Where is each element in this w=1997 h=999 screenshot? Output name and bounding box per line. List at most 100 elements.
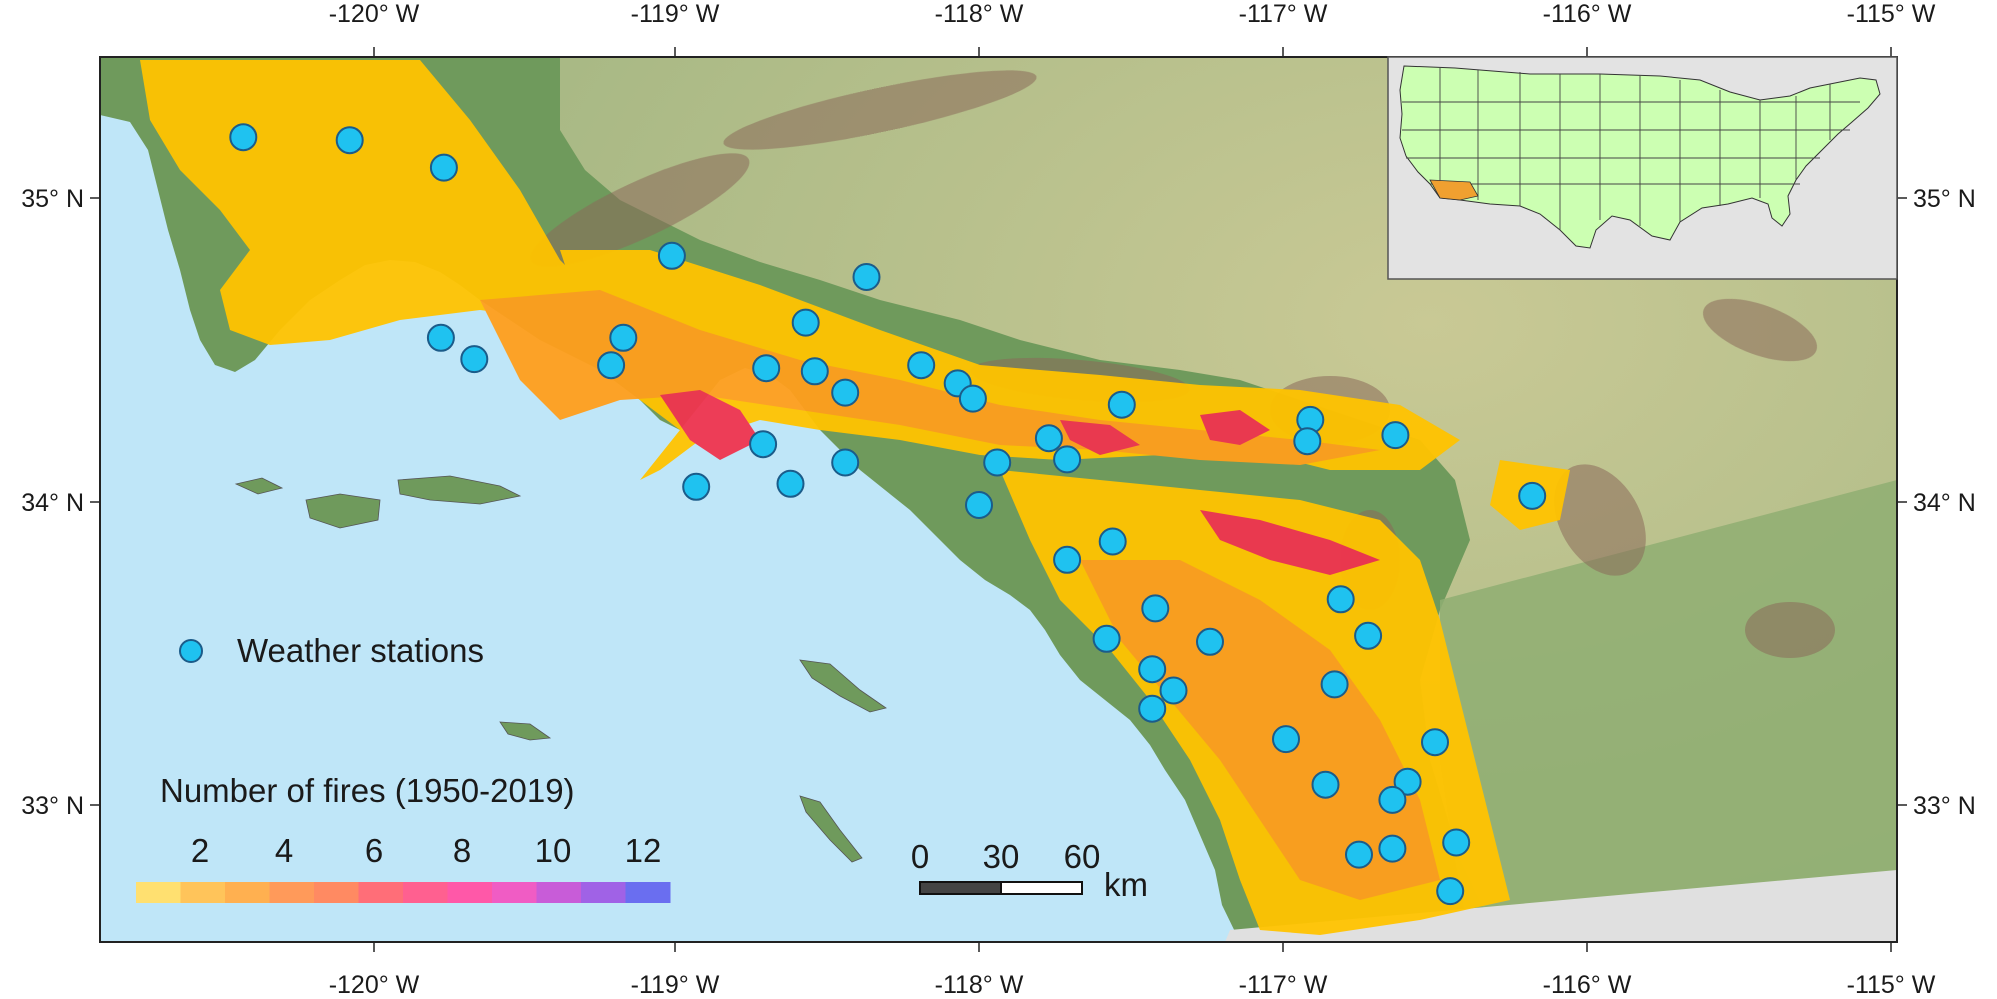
weather-station-marker [965, 491, 993, 519]
fire-legend-color-step [581, 882, 626, 903]
fire-legend-tick: 8 [453, 832, 471, 869]
fire-legend: Number of fires (1950-2019) 2 4 6 8 10 1… [136, 772, 671, 903]
lat-label: 34° N [1913, 489, 1976, 517]
fire-legend-color-step [136, 882, 181, 903]
lon-label: -117° W [1239, 0, 1328, 28]
weather-station-marker [1293, 427, 1322, 456]
weather-station-marker [429, 153, 458, 182]
inset-highlight-southern-california [1429, 179, 1479, 201]
map-border [99, 56, 1898, 943]
fire-legend-colorbar [136, 882, 671, 903]
weather-station-marker [229, 123, 258, 152]
weather-station-marker [1034, 424, 1063, 453]
station-legend-marker [179, 639, 203, 663]
lon-label: -118° W [935, 0, 1024, 28]
weather-station-marker [335, 126, 364, 155]
weather-station-marker [1141, 594, 1170, 623]
lon-label: -119° W [631, 0, 720, 28]
scale-tick-label: 0 [911, 838, 929, 875]
fire-legend-color-step [492, 882, 537, 903]
fire-legend-color-step [180, 882, 226, 903]
lat-label: 35° N [1913, 185, 1976, 213]
island-santa-rosa [305, 493, 381, 529]
weather-station-marker [1092, 624, 1121, 653]
weather-station-marker [800, 357, 829, 386]
weather-station-marker [682, 472, 711, 501]
weather-station-marker [1159, 676, 1188, 705]
fire-legend-color-step [403, 882, 448, 903]
fire-legend-title: Number of fires (1950-2019) [160, 772, 575, 809]
fire-legend-color-step [536, 882, 582, 903]
weather-station-marker [1320, 670, 1349, 699]
weather-station-marker [907, 351, 936, 380]
fire-area-high-intensity-4 [1200, 410, 1270, 445]
lon-label: -116° W [1543, 0, 1632, 28]
weather-station-marker [1393, 767, 1422, 796]
scale-tick-label: 60 [1064, 838, 1101, 875]
weather-station-marker [831, 378, 860, 407]
scale-segment-light [1000, 881, 1083, 895]
lat-labels-left: 35° N 34° N 33° N [21, 185, 84, 820]
lon-labels-top: -120° W -119° W -118° W -117° W -116° W … [329, 0, 1936, 28]
island-san-clemente [799, 795, 863, 863]
weather-station-marker [1378, 785, 1407, 814]
fire-legend-color-step [269, 882, 315, 903]
island-santa-catalina [799, 659, 887, 713]
weather-station-marker [1378, 834, 1407, 863]
lon-label: -119° W [631, 971, 720, 999]
weather-station-marker [831, 448, 860, 477]
lon-label: -115° W [1847, 0, 1936, 28]
weather-station-marker [426, 323, 455, 352]
scale-bar: 0 30 60 km [911, 838, 1148, 903]
fire-legend-tick: 6 [365, 832, 383, 869]
channel-islands [234, 475, 887, 863]
weather-station-marker [1381, 421, 1410, 450]
weather-station-marker [1326, 585, 1355, 614]
island-san-nicolas [499, 721, 552, 741]
weather-station-marker [460, 345, 489, 374]
scale-tick-label: 30 [983, 838, 1020, 875]
fire-legend-color-step [314, 882, 359, 903]
lon-labels-bottom: -120° W -119° W -118° W -117° W -116° W … [329, 971, 1936, 999]
weather-station-marker [1053, 545, 1082, 574]
weather-station-marker [791, 308, 820, 337]
lat-label: 35° N [21, 185, 84, 213]
weather-station-marker [1272, 725, 1300, 754]
weather-station-marker [852, 263, 881, 291]
weather-station-marker [1053, 445, 1082, 474]
lat-label: 33° N [1913, 792, 1976, 820]
weather-station-marker [752, 354, 781, 383]
fire-area-mid-intensity-1 [480, 290, 1380, 465]
island-santa-cruz [397, 475, 522, 505]
weather-station-marker [1138, 655, 1167, 684]
weather-station-marker [1098, 527, 1127, 556]
weather-station-marker [1196, 627, 1224, 656]
scale-segment-dark [919, 881, 1002, 895]
weather-station-marker [1421, 728, 1449, 757]
axis-ticks [90, 47, 1907, 952]
fire-legend-tick: 10 [535, 832, 572, 869]
lat-labels-right: 35° N 34° N 33° N [1913, 185, 1976, 820]
lon-label: -120° W [329, 0, 420, 28]
fire-legend-tick: 2 [191, 832, 209, 869]
lat-label: 34° N [21, 489, 84, 517]
lon-label: -115° W [1847, 971, 1936, 999]
inset-map [1387, 56, 1898, 280]
weather-station-marker [983, 448, 1012, 477]
fire-legend-tick: 4 [275, 832, 293, 869]
lat-label: 33° N [21, 792, 84, 820]
weather-station-marker [597, 351, 626, 380]
weather-station-marker [1354, 621, 1383, 650]
lon-label: -117° W [1239, 971, 1328, 999]
fire-area-high-intensity-1 [660, 390, 760, 460]
station-legend: Weather stations [179, 632, 484, 669]
weather-station-marker [1107, 390, 1136, 419]
fire-area-high-intensity-2 [1200, 510, 1380, 575]
fire-area-high-intensity-3 [1060, 420, 1140, 455]
inset-state-lines [1402, 68, 1860, 230]
lon-label: -116° W [1543, 971, 1632, 999]
lon-label: -118° W [935, 971, 1024, 999]
weather-station-marker [657, 241, 686, 270]
scale-unit: km [1104, 866, 1148, 903]
